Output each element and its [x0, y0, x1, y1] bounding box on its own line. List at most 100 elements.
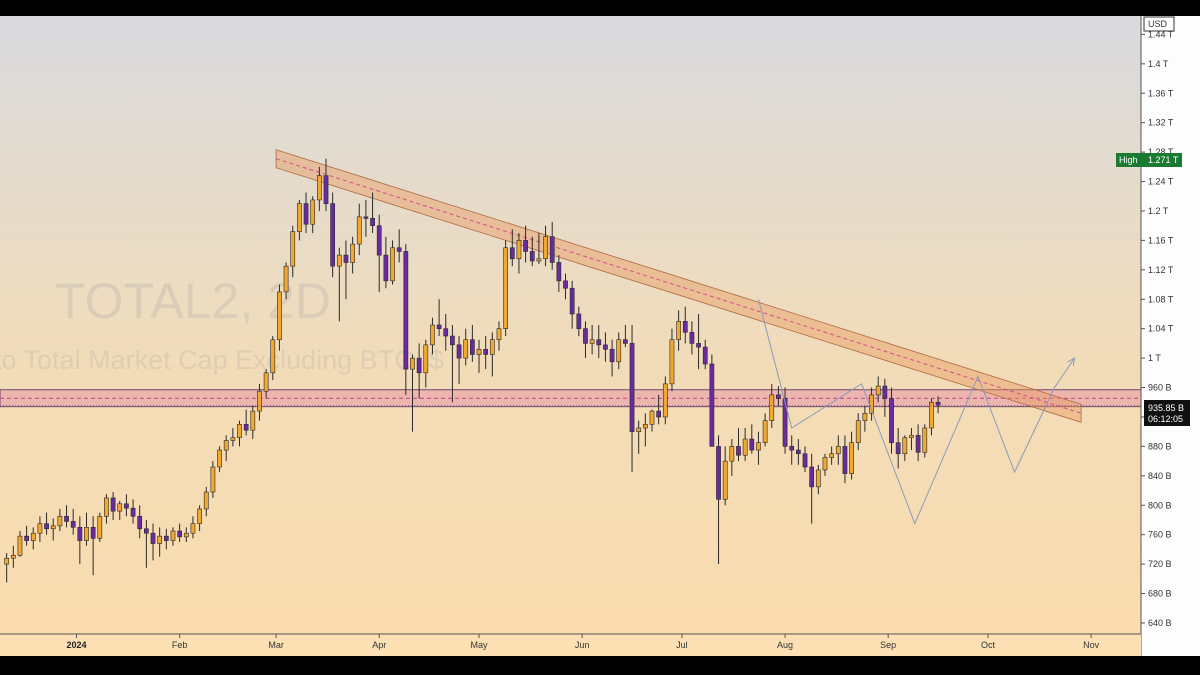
candle[interactable] — [935, 396, 941, 414]
candle[interactable] — [110, 492, 116, 520]
candle[interactable] — [336, 247, 342, 322]
candle[interactable] — [450, 325, 455, 403]
candle[interactable] — [929, 398, 934, 436]
candle[interactable] — [403, 244, 409, 395]
candle[interactable] — [124, 494, 129, 517]
candle[interactable] — [4, 553, 10, 583]
candle[interactable] — [443, 313, 449, 351]
candle[interactable] — [789, 435, 795, 465]
candle[interactable] — [543, 225, 548, 267]
candle[interactable] — [190, 516, 196, 539]
candle[interactable] — [316, 166, 322, 211]
candle[interactable] — [736, 428, 741, 462]
candle[interactable] — [716, 435, 721, 565]
candle[interactable] — [223, 435, 229, 462]
candle[interactable] — [70, 508, 76, 535]
candle[interactable] — [749, 424, 755, 454]
candle[interactable] — [37, 516, 43, 543]
candle[interactable] — [662, 376, 668, 425]
candle[interactable] — [197, 505, 202, 531]
candle[interactable] — [902, 435, 908, 462]
candle[interactable] — [84, 512, 89, 546]
candle[interactable] — [463, 328, 469, 366]
candle[interactable] — [410, 354, 415, 432]
candle[interactable] — [603, 332, 608, 362]
candle[interactable] — [250, 405, 256, 440]
candle[interactable] — [862, 405, 868, 432]
candle[interactable] — [24, 525, 29, 546]
candle[interactable] — [117, 500, 123, 520]
candle[interactable] — [756, 431, 761, 465]
candle[interactable] — [423, 339, 429, 388]
candle[interactable] — [363, 199, 369, 237]
candle[interactable] — [689, 321, 695, 355]
candle[interactable] — [656, 394, 662, 425]
candle[interactable] — [283, 262, 289, 300]
candle[interactable] — [297, 199, 302, 241]
candle[interactable] — [636, 420, 642, 454]
candle[interactable] — [629, 325, 635, 473]
candle[interactable] — [782, 387, 788, 454]
candle[interactable] — [676, 310, 681, 351]
candle[interactable] — [330, 192, 336, 278]
candle[interactable] — [496, 321, 502, 351]
candle[interactable] — [563, 273, 568, 300]
candle[interactable] — [842, 435, 848, 484]
candle[interactable] — [97, 512, 103, 543]
candle[interactable] — [642, 413, 648, 447]
candle[interactable] — [217, 446, 222, 473]
candle[interactable] — [889, 387, 894, 454]
candle[interactable] — [796, 439, 801, 465]
candle[interactable] — [50, 518, 56, 541]
candle[interactable] — [144, 519, 149, 568]
candle[interactable] — [350, 236, 355, 274]
candle[interactable] — [742, 428, 748, 462]
candle[interactable] — [616, 332, 622, 370]
candle[interactable] — [376, 214, 382, 292]
candle[interactable] — [623, 325, 628, 348]
candle[interactable] — [729, 439, 735, 476]
chart-svg[interactable]: TOTAL2, 2D to Total Market Cap Excluding… — [0, 16, 1200, 656]
candle[interactable] — [895, 428, 901, 469]
candle[interactable] — [177, 523, 182, 543]
candle[interactable] — [875, 376, 881, 403]
candle[interactable] — [822, 453, 828, 476]
candle[interactable] — [909, 428, 914, 451]
candle[interactable] — [456, 336, 462, 384]
candle[interactable] — [383, 236, 389, 289]
candle[interactable] — [609, 339, 615, 377]
candle[interactable] — [829, 446, 834, 465]
candle[interactable] — [137, 505, 143, 539]
candle[interactable] — [303, 192, 309, 234]
candle[interactable] — [536, 233, 542, 264]
candle[interactable] — [370, 192, 375, 234]
candle[interactable] — [290, 225, 296, 278]
candle[interactable] — [77, 516, 83, 565]
candle[interactable] — [203, 486, 209, 517]
candle[interactable] — [210, 461, 216, 498]
candle[interactable] — [596, 325, 602, 359]
candle[interactable] — [310, 196, 316, 234]
candle[interactable] — [855, 413, 861, 451]
candle[interactable] — [849, 431, 854, 480]
candle[interactable] — [44, 512, 49, 535]
candle[interactable] — [430, 317, 435, 355]
candle[interactable] — [649, 409, 655, 432]
candle[interactable] — [157, 527, 163, 557]
candle[interactable] — [682, 306, 688, 344]
candle[interactable] — [882, 378, 888, 417]
candle[interactable] — [10, 545, 16, 568]
candle[interactable] — [230, 428, 236, 447]
candle[interactable] — [436, 299, 442, 337]
candle[interactable] — [263, 369, 269, 399]
candle[interactable] — [470, 325, 475, 362]
candle[interactable] — [696, 313, 701, 370]
candle[interactable] — [243, 409, 249, 436]
candle[interactable] — [64, 505, 69, 528]
candle[interactable] — [776, 386, 781, 406]
candle[interactable] — [583, 321, 588, 359]
candle[interactable] — [809, 453, 815, 524]
candle[interactable] — [130, 499, 136, 524]
candle[interactable] — [802, 446, 808, 473]
candle[interactable] — [476, 339, 482, 373]
